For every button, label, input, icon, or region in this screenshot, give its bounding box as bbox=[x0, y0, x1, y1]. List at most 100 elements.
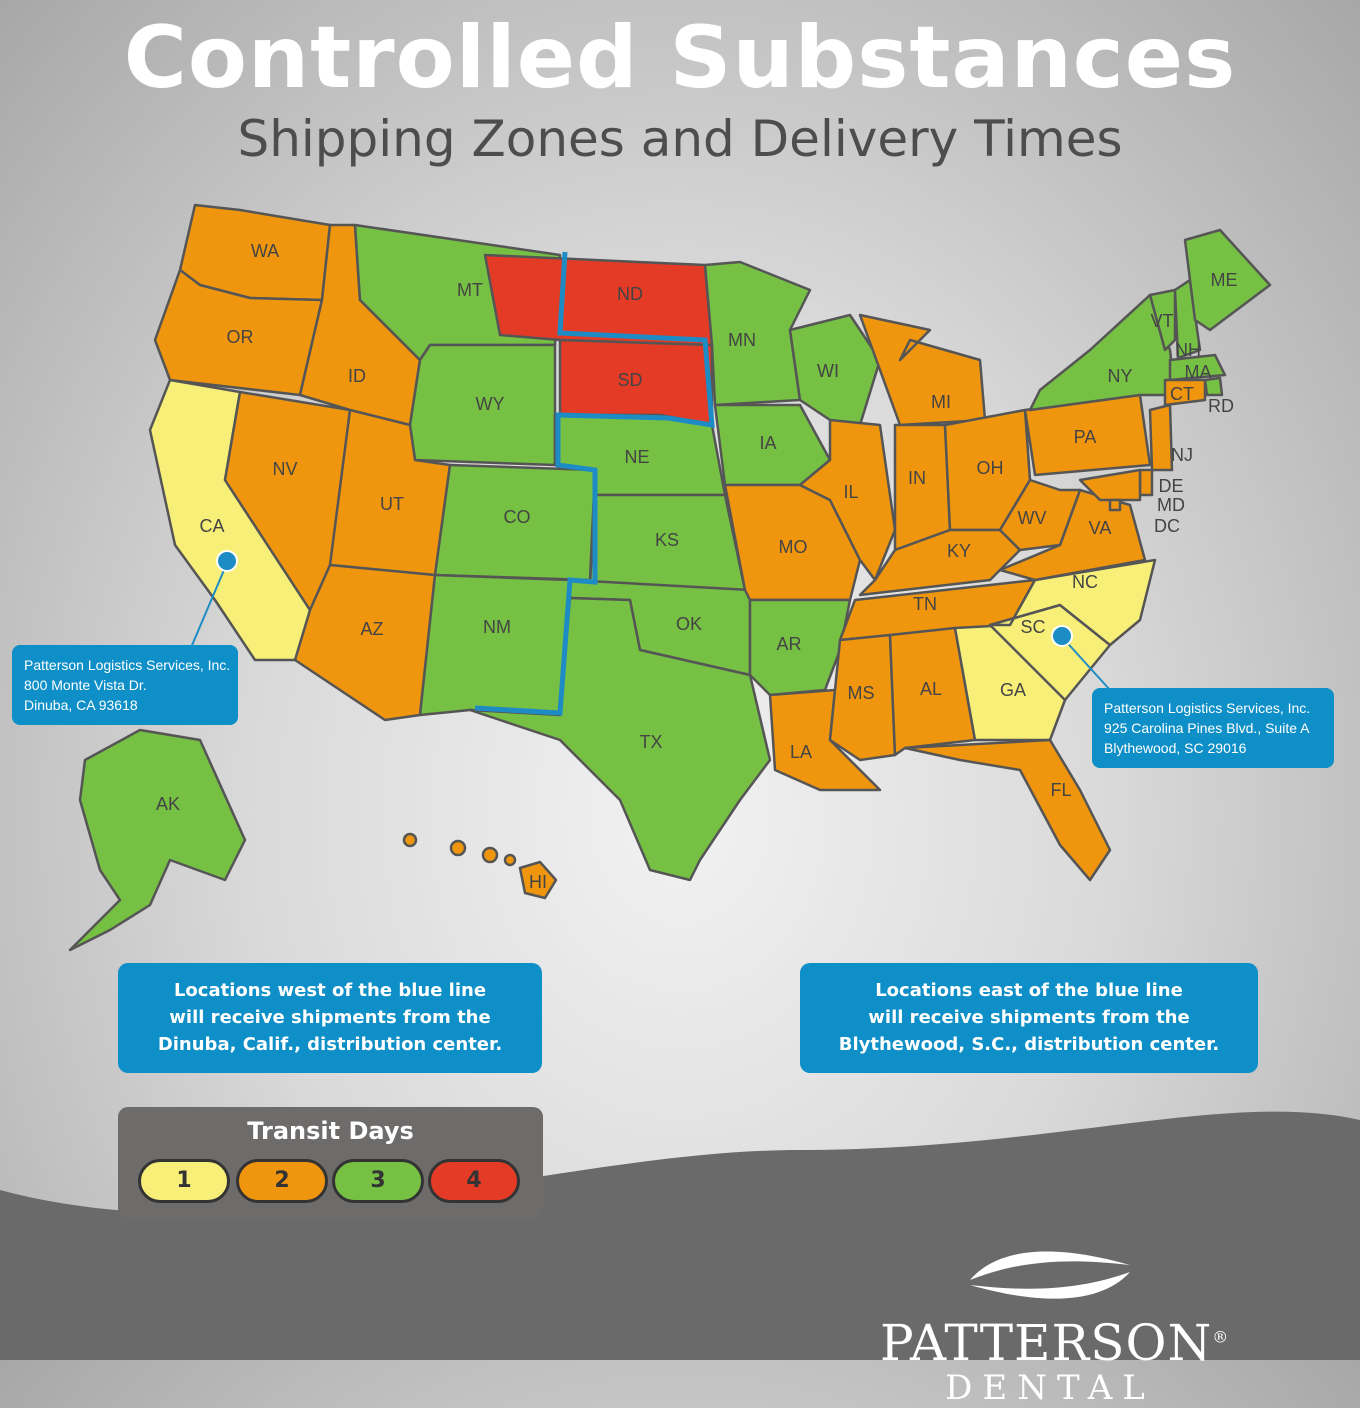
west-note-line2: will receive shipments from the bbox=[169, 1007, 491, 1028]
label-sc: SC bbox=[1020, 617, 1045, 637]
label-ne: NE bbox=[624, 447, 649, 467]
legend-chip-1: 1 bbox=[138, 1159, 230, 1203]
label-hi: HI bbox=[529, 872, 547, 892]
state-nh bbox=[1173, 278, 1202, 360]
west-note-line1: Locations west of the blue line bbox=[173, 980, 487, 1001]
blue-line bbox=[474, 251, 715, 716]
label-ks: KS bbox=[655, 530, 679, 550]
label-or: OR bbox=[227, 327, 254, 347]
label-al: AL bbox=[920, 679, 942, 699]
label-ms: MS bbox=[848, 683, 875, 703]
east-center-marker bbox=[1051, 625, 1073, 647]
east-note-line2: will receive shipments from the bbox=[868, 1007, 1190, 1028]
west-center-line3: Dinuba, CA 93618 bbox=[24, 697, 138, 713]
patterson-logo: PATTERSON® DENTAL bbox=[880, 1240, 1228, 1408]
label-pa: PA bbox=[1074, 427, 1097, 447]
us-map: WA OR CA NV ID MT WY UT AZ CO NM ND SD N… bbox=[68, 203, 1272, 952]
label-oh: OH bbox=[977, 458, 1004, 478]
label-ma: MA bbox=[1185, 362, 1212, 382]
east-center-line2: 925 Carolina Pines Blvd., Suite A bbox=[1104, 720, 1310, 736]
legend-chip-3: 3 bbox=[332, 1159, 424, 1203]
state-de bbox=[1138, 468, 1154, 497]
brand-name: PATTERSON bbox=[880, 1314, 1213, 1372]
label-nv: NV bbox=[272, 459, 297, 479]
state-vt bbox=[1148, 288, 1177, 352]
brand-sub: DENTAL bbox=[945, 1368, 1155, 1408]
label-nh: NH bbox=[1175, 340, 1201, 360]
state-ma bbox=[1168, 353, 1227, 382]
state-nm bbox=[418, 573, 572, 717]
east-note: Locations east of the blue line will rec… bbox=[800, 963, 1258, 1073]
label-tx: TX bbox=[639, 732, 662, 752]
label-de: DE bbox=[1158, 476, 1183, 496]
label-nc: NC bbox=[1072, 572, 1098, 592]
brand-reg: ® bbox=[1212, 1327, 1230, 1347]
label-co: CO bbox=[504, 507, 531, 527]
label-wy: WY bbox=[476, 394, 505, 414]
label-ok: OK bbox=[676, 614, 702, 634]
label-ia: IA bbox=[759, 433, 776, 453]
west-center-marker bbox=[216, 550, 238, 572]
label-mo: MO bbox=[779, 537, 808, 557]
hawaii-island-2 bbox=[449, 839, 467, 857]
east-note-line1: Locations east of the blue line bbox=[875, 980, 1183, 1001]
west-center-line1: Patterson Logistics Services, Inc. bbox=[24, 657, 231, 673]
state-rd bbox=[1203, 376, 1224, 397]
legend: Transit Days 1 2 3 4 bbox=[118, 1107, 543, 1219]
label-mn: MN bbox=[728, 330, 756, 350]
state-mi bbox=[858, 313, 987, 427]
label-md: MD bbox=[1157, 495, 1185, 515]
bottom-swoosh bbox=[0, 1111, 1360, 1360]
state-wv bbox=[998, 478, 1082, 552]
label-ga: GA bbox=[1000, 680, 1026, 700]
west-note-line3: Dinuba, Calif., distribution center. bbox=[157, 1034, 503, 1055]
label-in: IN bbox=[908, 468, 926, 488]
west-center-line2: 800 Monte Vista Dr. bbox=[24, 677, 147, 693]
label-ct: CT bbox=[1170, 384, 1194, 404]
label-nm: NM bbox=[483, 617, 511, 637]
state-il bbox=[798, 418, 897, 582]
state-ak bbox=[68, 728, 247, 952]
page-title: Controlled Substances bbox=[123, 8, 1237, 108]
label-nd: ND bbox=[617, 284, 643, 304]
label-nj: NJ bbox=[1171, 445, 1193, 465]
patterson-waves-icon bbox=[970, 1251, 1130, 1299]
label-sd: SD bbox=[617, 370, 642, 390]
state-me bbox=[1183, 228, 1272, 332]
east-center-line1: Patterson Logistics Services, Inc. bbox=[1104, 700, 1311, 716]
state-tx bbox=[468, 596, 772, 882]
state-fl bbox=[903, 738, 1112, 882]
legend-chip-2: 2 bbox=[236, 1159, 328, 1203]
west-center-box: Patterson Logistics Services, Inc. 800 M… bbox=[12, 645, 238, 725]
label-wv: WV bbox=[1018, 508, 1047, 528]
label-vt: VT bbox=[1150, 311, 1173, 331]
state-nj bbox=[1148, 403, 1174, 472]
label-ak: AK bbox=[156, 794, 180, 814]
label-tn: TN bbox=[913, 594, 937, 614]
label-me: ME bbox=[1211, 270, 1238, 290]
label-il: IL bbox=[843, 482, 858, 502]
label-wa: WA bbox=[251, 241, 279, 261]
west-note: Locations west of the blue line will rec… bbox=[118, 963, 542, 1073]
east-note-line3: Blythewood, S.C., distribution center. bbox=[838, 1034, 1220, 1055]
label-ky: KY bbox=[947, 541, 971, 561]
page-subtitle: Shipping Zones and Delivery Times bbox=[237, 110, 1123, 168]
label-ny: NY bbox=[1107, 366, 1132, 386]
east-center-box: Patterson Logistics Services, Inc. 925 C… bbox=[1092, 688, 1334, 768]
state-ct bbox=[1163, 378, 1207, 407]
label-wi: WI bbox=[817, 361, 839, 381]
legend-chip-4: 4 bbox=[428, 1159, 520, 1203]
label-mi: MI bbox=[931, 392, 951, 412]
hawaii-island-1 bbox=[402, 832, 418, 848]
label-la: LA bbox=[790, 742, 812, 762]
state-md bbox=[1078, 468, 1142, 502]
label-ar: AR bbox=[776, 634, 801, 654]
label-mt: MT bbox=[457, 280, 483, 300]
hawaii-island-3 bbox=[481, 846, 499, 864]
label-id: ID bbox=[348, 366, 366, 386]
state-al bbox=[888, 626, 977, 757]
state-dc bbox=[1108, 498, 1122, 512]
label-fl: FL bbox=[1050, 780, 1071, 800]
east-pointer bbox=[1061, 636, 1111, 691]
legend-title: Transit Days bbox=[247, 1117, 414, 1145]
